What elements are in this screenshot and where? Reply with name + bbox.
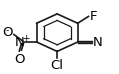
Text: +: + bbox=[23, 34, 30, 43]
Text: N: N bbox=[92, 36, 102, 49]
Text: -: - bbox=[5, 26, 8, 35]
Text: O: O bbox=[2, 26, 12, 39]
Text: N: N bbox=[14, 36, 24, 49]
Text: F: F bbox=[90, 10, 97, 23]
Text: O: O bbox=[14, 53, 25, 66]
Text: Cl: Cl bbox=[51, 59, 64, 72]
